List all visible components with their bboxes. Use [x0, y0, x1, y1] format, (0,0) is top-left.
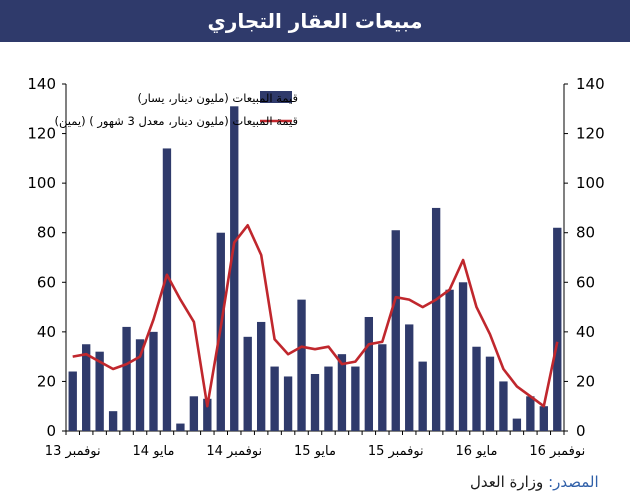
- legend-bar-swatch: [260, 91, 292, 103]
- right-tick-label: 140: [576, 75, 605, 93]
- x-tick-label: مايو 15: [294, 444, 336, 459]
- bar: [68, 371, 77, 431]
- bar: [230, 106, 239, 432]
- bar: [337, 354, 347, 431]
- bar: [458, 282, 468, 431]
- bar: [472, 346, 481, 431]
- bar: [512, 418, 522, 431]
- bar: [553, 227, 562, 431]
- right-tick-label: 120: [576, 125, 605, 143]
- x-tick-label: مايو 16: [456, 444, 498, 459]
- bar: [82, 344, 91, 431]
- bar: [405, 324, 414, 431]
- bar: [499, 381, 508, 431]
- bar: [310, 373, 320, 431]
- bar: [149, 331, 158, 431]
- bar: [445, 289, 454, 431]
- bar: [364, 316, 374, 431]
- source-value: وزارة العدل: [470, 473, 544, 491]
- bar: [526, 396, 535, 431]
- bar: [391, 230, 400, 431]
- bar: [203, 398, 212, 431]
- left-tick-label: 140: [27, 75, 56, 93]
- source-label: المصدر:: [548, 473, 599, 491]
- left-tick-label: 40: [37, 323, 56, 341]
- right-tick-label: 100: [576, 174, 605, 192]
- bar: [351, 366, 360, 431]
- bar: [485, 356, 495, 431]
- bar: [135, 339, 145, 431]
- right-tick-label: 60: [576, 273, 595, 291]
- left-tick-label: 20: [37, 372, 56, 390]
- bar: [270, 366, 279, 431]
- left-tick-label: 80: [37, 224, 56, 242]
- bar: [189, 396, 199, 431]
- bar: [176, 423, 185, 431]
- bar: [243, 336, 252, 431]
- left-tick-label: 100: [27, 174, 56, 192]
- left-tick-label: 120: [27, 125, 56, 143]
- x-tick-label: نوفمبر 16: [529, 444, 585, 459]
- left-tick-label: 60: [37, 273, 56, 291]
- bar: [539, 406, 548, 431]
- bar: [297, 299, 306, 431]
- right-tick-label: 0: [576, 422, 586, 440]
- bar: [122, 326, 131, 431]
- x-tick-label: نوفمبر 14: [206, 444, 262, 459]
- legend-bar-label: قيمة المبيعات (مليون دينار، يسار): [138, 91, 298, 106]
- right-tick-label: 80: [576, 224, 595, 242]
- bar: [108, 411, 118, 431]
- source-note: المصدر: وزارة العدل: [470, 473, 599, 491]
- right-tick-label: 20: [576, 372, 595, 390]
- bar: [431, 207, 441, 431]
- chart-title-bar: مبيعات العقار التجاري: [0, 0, 630, 42]
- bar: [418, 361, 427, 431]
- right-tick-label: 40: [576, 323, 595, 341]
- legend-line-label: قيمة المبيعات (مليون دينار، معدل 3 شهور …: [55, 114, 298, 129]
- x-tick-label: نوفمبر 15: [368, 444, 424, 459]
- x-tick-label: مايو 14: [133, 444, 175, 459]
- left-tick-label: 0: [46, 422, 56, 440]
- bar: [283, 376, 293, 431]
- bar: [324, 366, 333, 431]
- bar: [256, 321, 266, 431]
- bar: [162, 148, 172, 431]
- sales-chart: 0 20 40 60 80 100 120 140 0 20 40 60 80 100 120 140 نوفم…: [27, 75, 605, 459]
- chart-title: مبيعات العقار التجاري: [207, 9, 423, 33]
- x-tick-label: نوفمبر 13: [45, 444, 101, 459]
- bar: [378, 344, 387, 431]
- bar: [95, 351, 104, 431]
